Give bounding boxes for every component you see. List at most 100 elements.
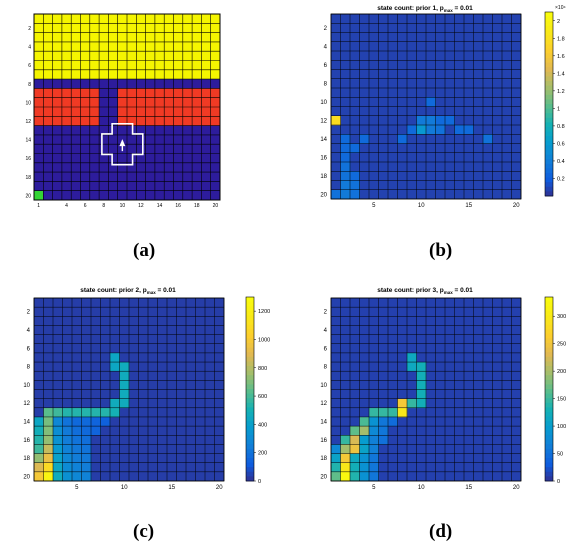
colorbar-segment: [545, 425, 553, 431]
heatmap-cell: [62, 462, 73, 473]
colorbar-segment: [545, 310, 553, 316]
x-tick-label: 5: [372, 485, 376, 491]
panel-c: state count: prior 2, pmax = 0.01 2 4 6 8 10 1…: [23, 287, 270, 491]
heatmap-cell: [331, 453, 341, 463]
colorbar-segment: [545, 30, 553, 36]
y-tick-label: 4: [28, 45, 31, 51]
y-tick-label: 14: [25, 138, 31, 144]
plus-outline: [101, 122, 144, 166]
colorbar-tick-label: 1.6: [557, 54, 565, 60]
title-subscript: max: [444, 8, 454, 13]
x-tick-label: 10: [120, 203, 126, 209]
colorbar-segment: [246, 407, 254, 413]
y-tick-label: 2: [27, 310, 31, 316]
heatmap-cell: [81, 435, 92, 445]
colorbar-segment: [545, 90, 553, 96]
heatmap-cell: [340, 143, 351, 154]
colorbar-segment: [545, 352, 553, 358]
colorbar-segment: [545, 297, 553, 302]
heatmap-cell: [350, 426, 360, 436]
y-tick-label: 2: [324, 310, 328, 316]
colorbar-segment: [246, 462, 254, 468]
colorbar-segment: [246, 306, 254, 312]
colorbar-segment: [246, 444, 254, 450]
heatmap-cell: [331, 444, 341, 454]
heatmap-cell: [340, 453, 351, 463]
heatmap-cell: [100, 407, 111, 418]
heatmap-cell: [359, 453, 370, 463]
x-tick-label: 5: [75, 485, 79, 491]
colorbar-segment: [545, 99, 553, 105]
title-text: = 0.01: [156, 287, 176, 294]
heatmap-cell: [445, 115, 455, 126]
x-tick-label: 8: [102, 203, 105, 209]
colorbar-segment: [545, 412, 553, 417]
colorbar-tick-label: 150: [557, 397, 566, 403]
heatmap-cell: [378, 407, 389, 418]
heatmap-cell: [416, 389, 427, 399]
heatmap-cell: [407, 352, 417, 363]
colorbar-tick-label: 1.8: [557, 36, 565, 42]
colorbar-segment: [545, 48, 553, 54]
heatmap-cell: [62, 426, 73, 436]
colorbar-segment: [246, 448, 254, 454]
colorbar-segment: [545, 416, 553, 422]
heatmap-cell: [340, 134, 351, 144]
colorbar-segment: [246, 389, 254, 394]
colorbar-segment: [545, 108, 553, 114]
heatmap-cell: [119, 380, 130, 390]
colorbar-segment: [545, 104, 553, 109]
colorbar-segment: [545, 476, 553, 482]
y-tick-label: 12: [25, 119, 31, 125]
y-tick-label: 20: [23, 474, 30, 480]
colorbar-segment: [545, 136, 553, 142]
colorbar-tick-label: 800: [258, 366, 267, 372]
heatmap-cell: [81, 462, 92, 473]
heatmap-cell: [388, 407, 398, 418]
colorbar-segment: [545, 462, 553, 468]
colorbar-segment: [246, 393, 254, 399]
colorbar-segment: [545, 173, 553, 178]
heatmap-cell: [350, 462, 360, 473]
heatmap-cell: [454, 125, 465, 135]
y-tick-label: 4: [27, 328, 31, 334]
heatmap-cell: [331, 471, 341, 482]
colorbar-segment: [246, 379, 254, 385]
y-tick-label: 4: [324, 44, 328, 50]
heatmap-cell: [72, 426, 82, 436]
heatmap-cell: [62, 435, 73, 445]
colorbar-segment: [545, 159, 553, 165]
heatmap-cell: [62, 444, 73, 454]
title-text: = 0.01: [453, 5, 473, 12]
heatmap-cell: [426, 125, 436, 135]
heatmap-cell: [53, 462, 63, 473]
y-tick-label: 8: [28, 82, 31, 88]
heatmap-cell: [397, 407, 408, 418]
colorbar-segment: [545, 154, 553, 160]
y-tick-label: 16: [23, 438, 30, 444]
heatmap-cell: [350, 453, 360, 463]
colorbar-segment: [545, 163, 553, 169]
x-tick-label: 5: [372, 203, 376, 209]
colorbar-tick-label: 0.6: [557, 141, 565, 147]
colorbar-tick-label: 100: [557, 424, 566, 430]
title-text: = 0.01: [453, 287, 473, 294]
heatmap-cell: [43, 453, 54, 463]
colorbar-segment: [545, 338, 553, 344]
heatmap-cell: [81, 426, 92, 436]
y-tick-label: 6: [28, 63, 31, 69]
colorbar-segment: [246, 439, 254, 445]
x-tick-label: 10: [418, 485, 425, 491]
x-tick-label: 12: [138, 203, 144, 209]
caption-a: (a): [133, 240, 156, 261]
y-tick-label: 12: [320, 401, 327, 407]
heatmap-cell: [43, 462, 54, 473]
x-tick-label: 6: [84, 203, 87, 209]
colorbar-segment: [545, 329, 553, 335]
colorbar-segment: [545, 398, 553, 404]
colorbar-segment: [545, 140, 553, 146]
heatmap-cell: [62, 471, 73, 482]
heatmap-cell: [435, 125, 446, 135]
axes-frame: [33, 297, 225, 482]
colorbar-segment: [246, 398, 254, 404]
